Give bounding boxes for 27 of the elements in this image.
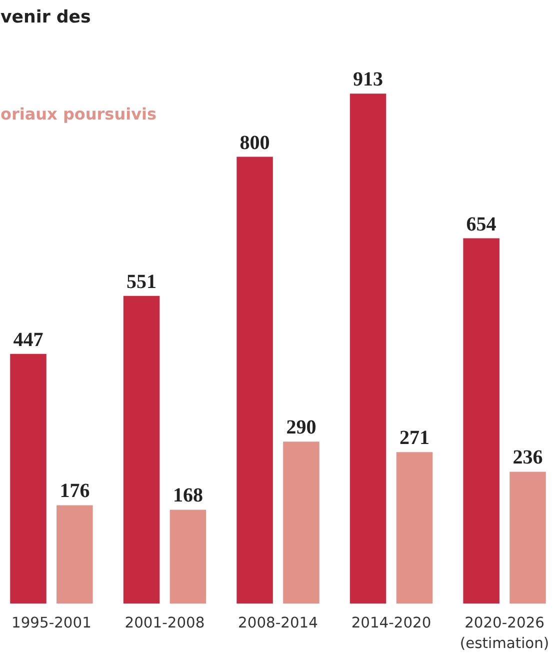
data-label: 236 xyxy=(512,446,543,469)
bar xyxy=(283,442,320,604)
data-label: 913 xyxy=(353,68,384,91)
data-label: 168 xyxy=(172,484,203,507)
x-tick-label: 1995-2001 xyxy=(12,614,92,632)
x-tick-label: 2001-2008 xyxy=(124,614,205,632)
x-tick-label: 2014-2020 xyxy=(351,614,432,632)
bar xyxy=(350,94,386,604)
bar xyxy=(123,296,160,604)
bar xyxy=(236,156,273,604)
data-label: 800 xyxy=(240,132,270,154)
data-label: 447 xyxy=(13,328,44,351)
bar xyxy=(463,238,500,604)
data-label: 551 xyxy=(126,270,157,293)
text: oriaux poursuivis xyxy=(0,104,157,124)
bar xyxy=(170,510,206,604)
bar xyxy=(396,452,433,604)
bar xyxy=(10,354,46,604)
chart-title: venir des xyxy=(0,8,91,28)
data-label: 290 xyxy=(286,416,316,439)
data-label: 176 xyxy=(60,480,90,502)
x-tick-label: 2008-2014 xyxy=(238,614,318,632)
bar xyxy=(510,472,546,604)
data-label: 654 xyxy=(466,213,496,236)
bar xyxy=(56,505,93,604)
x-tick-label: 2020-2026 (estimation) xyxy=(460,614,550,652)
data-label: 271 xyxy=(399,427,430,450)
